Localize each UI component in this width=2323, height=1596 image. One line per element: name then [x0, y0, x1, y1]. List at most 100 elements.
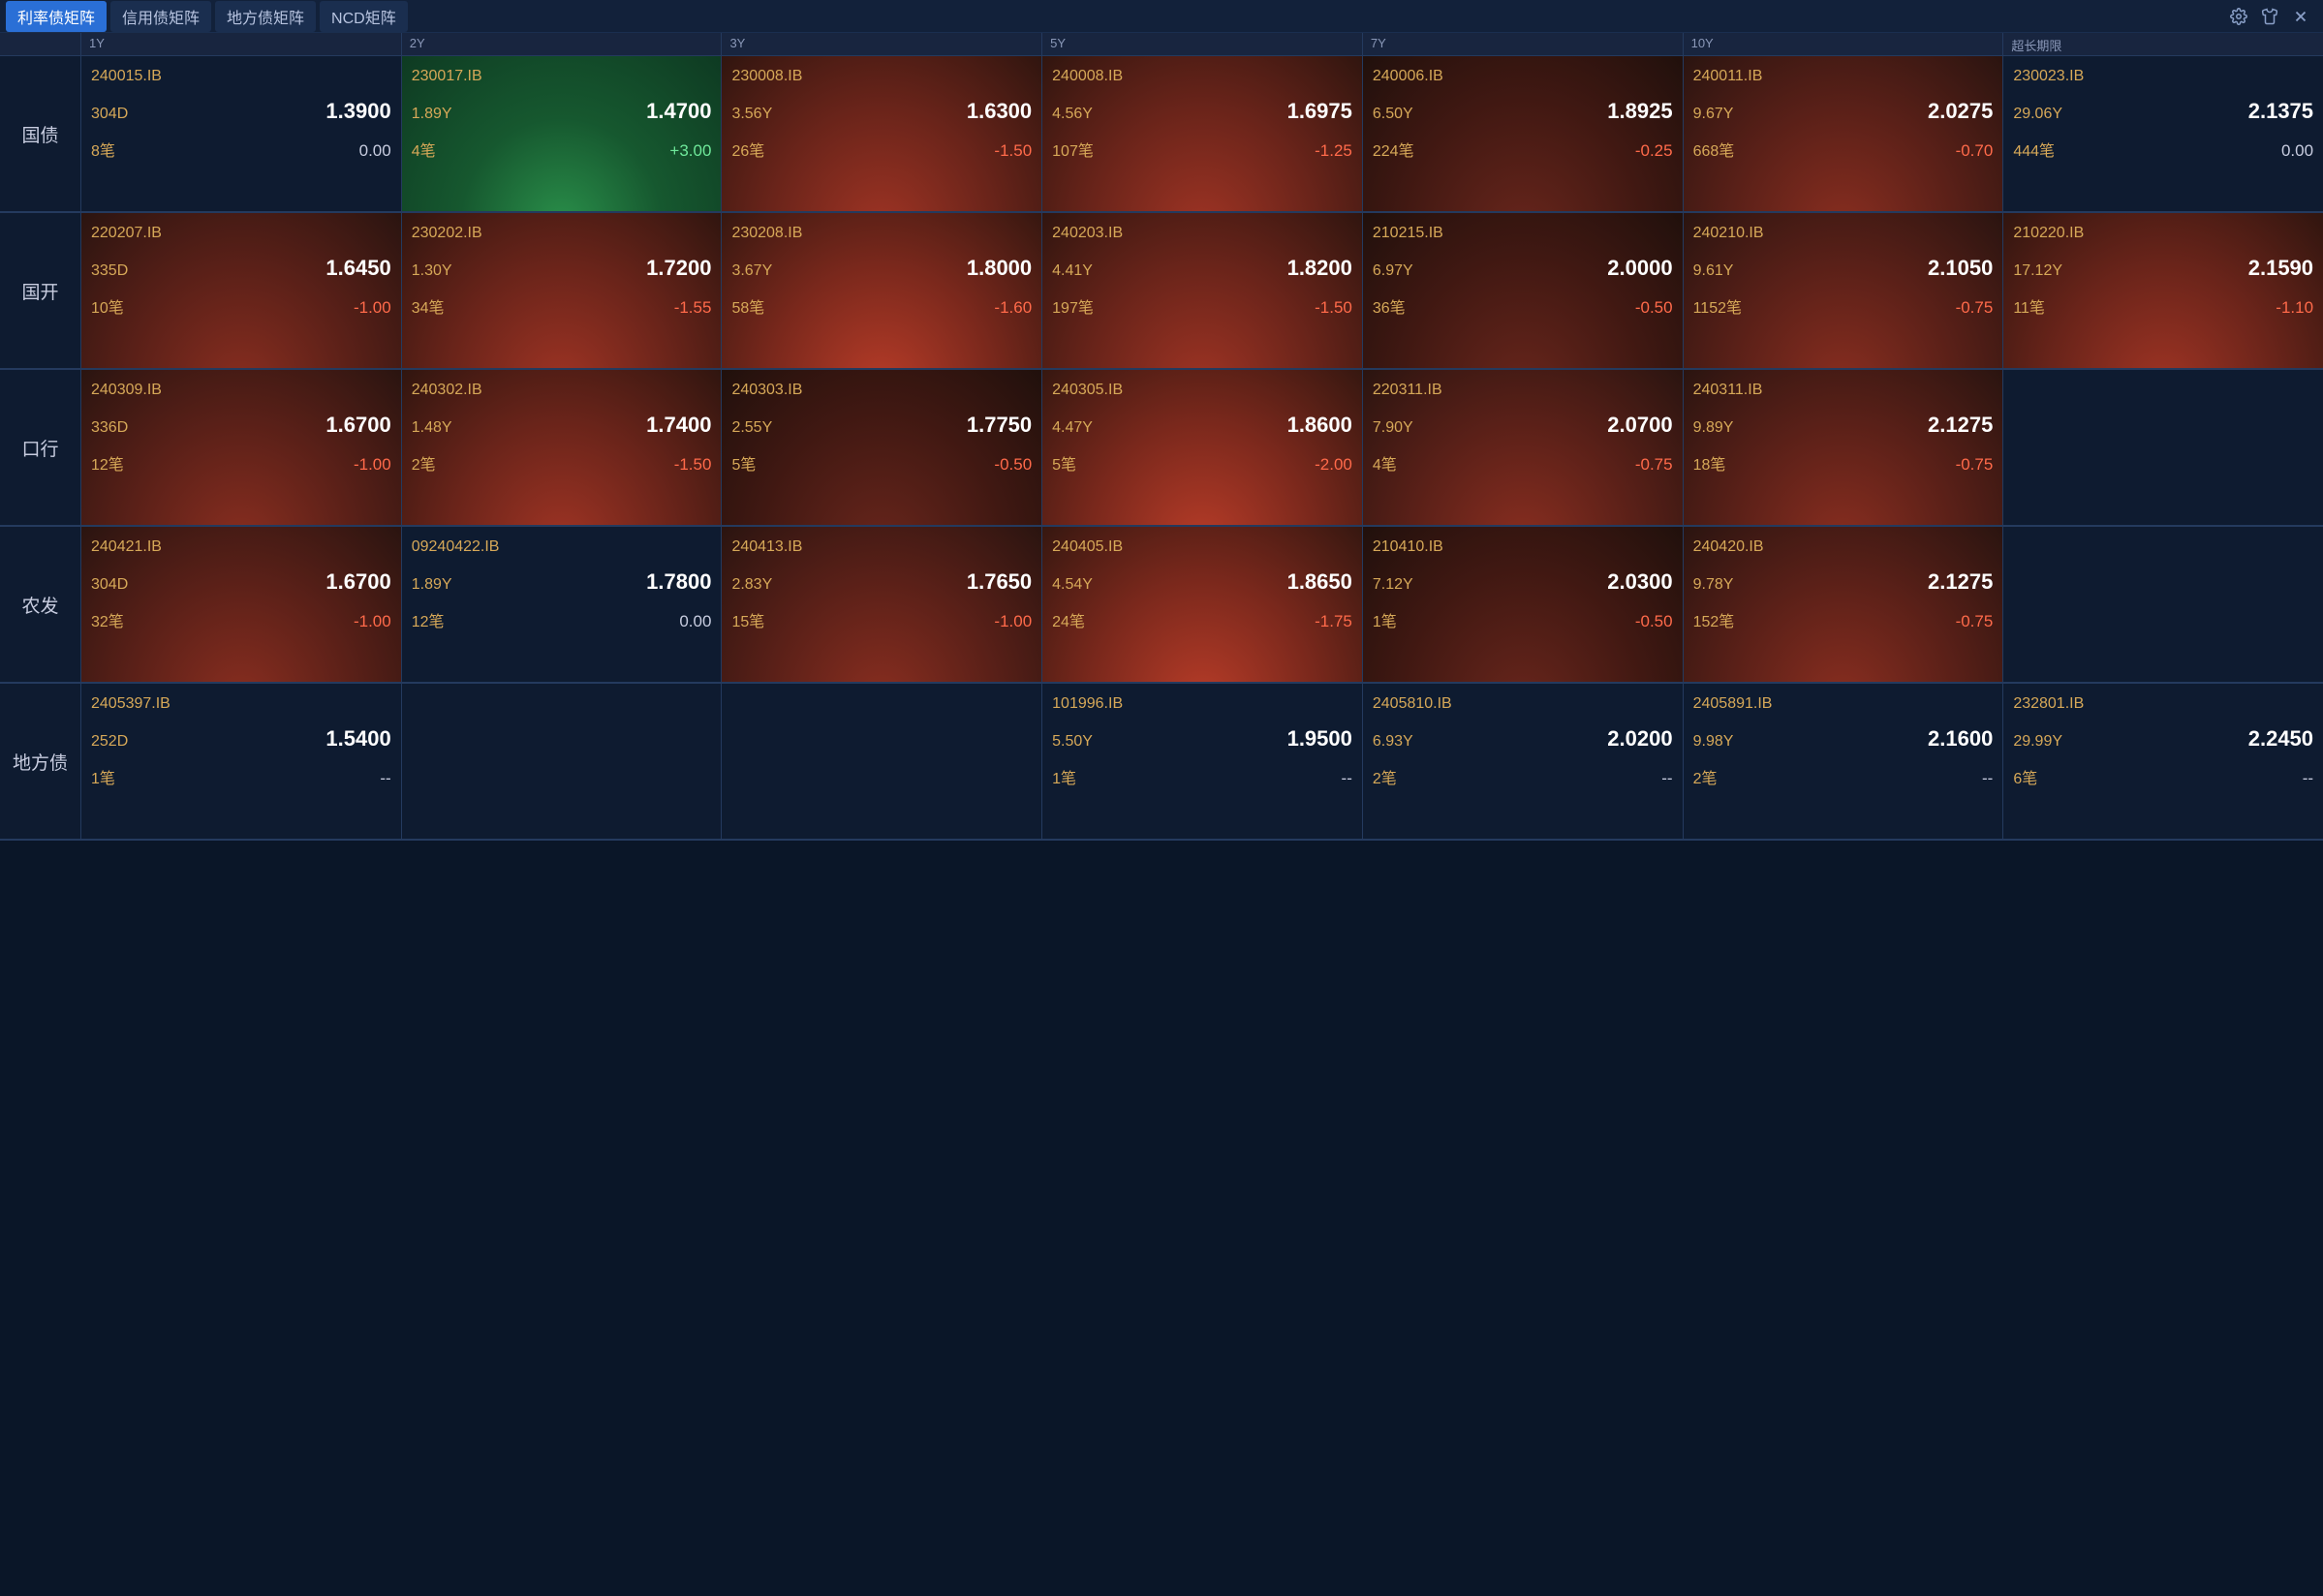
bond-code: 240405.IB [1052, 538, 1352, 556]
cell-line-change: 6笔-- [2013, 765, 2313, 788]
bond-code: 232801.IB [2013, 695, 2313, 713]
column-header: 2Y [402, 33, 723, 55]
tab-2[interactable]: 地方债矩阵 [215, 1, 316, 32]
bond-change: -1.00 [994, 612, 1032, 631]
matrix-cell[interactable]: 240203.IB4.41Y1.8200197笔-1.50 [1042, 213, 1363, 368]
bond-code: 210220.IB [2013, 225, 2313, 242]
matrix-row: 地方债2405397.IB252D1.54001笔--101996.IB5.50… [0, 684, 2323, 841]
matrix-cell[interactable]: 210410.IB7.12Y2.03001笔-0.50 [1363, 527, 1684, 682]
bond-code: 240303.IB [731, 382, 1032, 399]
bond-tenor: 9.78Y [1693, 576, 1734, 594]
bond-volume: 2笔 [412, 451, 436, 475]
bond-volume: 1笔 [1373, 608, 1397, 631]
matrix-cell-empty [2003, 370, 2323, 525]
cell-line-change: 36笔-0.50 [1373, 294, 1673, 318]
bond-change: -0.75 [1635, 455, 1673, 475]
cell-line-change: 32笔-1.00 [91, 608, 391, 631]
row-cells: 220207.IB335D1.645010笔-1.00230202.IB1.30… [81, 213, 2323, 368]
bond-volume: 668笔 [1693, 138, 1735, 161]
bond-tenor: 252D [91, 733, 128, 751]
matrix-cell[interactable]: 230008.IB3.56Y1.630026笔-1.50 [722, 56, 1042, 211]
tab-0[interactable]: 利率债矩阵 [6, 1, 107, 32]
row-cells: 240309.IB336D1.670012笔-1.00240302.IB1.48… [81, 370, 2323, 525]
bond-change: -- [1661, 769, 1672, 788]
column-header: 3Y [722, 33, 1042, 55]
bond-volume: 5笔 [731, 451, 756, 475]
matrix-cell[interactable]: 2405891.IB9.98Y2.16002笔-- [1684, 684, 2004, 839]
matrix-cell[interactable]: 210215.IB6.97Y2.000036笔-0.50 [1363, 213, 1684, 368]
bond-change: -1.55 [674, 298, 712, 318]
cell-line-price: 4.56Y1.6975 [1052, 99, 1352, 124]
bond-code: 101996.IB [1052, 695, 1352, 713]
tab-strip: 利率债矩阵信用债矩阵地方债矩阵NCD矩阵 [6, 1, 408, 32]
matrix-cell[interactable]: 2405810.IB6.93Y2.02002笔-- [1363, 684, 1684, 839]
bond-change: -1.50 [674, 455, 712, 475]
bond-volume: 444笔 [2013, 138, 2055, 161]
matrix-cell[interactable]: 220311.IB7.90Y2.07004笔-0.75 [1363, 370, 1684, 525]
bond-change: -0.75 [1956, 298, 1994, 318]
close-icon[interactable] [2290, 6, 2311, 27]
cell-line-change: 1笔-- [1052, 765, 1352, 788]
bond-tenor: 9.61Y [1693, 262, 1734, 280]
row-cells: 2405397.IB252D1.54001笔-- 101996.IB5.50Y1.… [81, 684, 2323, 839]
bond-code: 240420.IB [1693, 538, 1994, 556]
matrix-cell[interactable]: 09240422.IB1.89Y1.780012笔0.00 [402, 527, 723, 682]
bond-tenor: 9.67Y [1693, 106, 1734, 123]
bond-code: 240421.IB [91, 538, 391, 556]
matrix-cell[interactable]: 2405397.IB252D1.54001笔-- [81, 684, 402, 839]
cell-line-change: 5笔-0.50 [731, 451, 1032, 475]
gear-icon[interactable] [2228, 6, 2249, 27]
matrix-cell[interactable]: 240210.IB9.61Y2.10501152笔-0.75 [1684, 213, 2004, 368]
matrix-cell[interactable]: 240302.IB1.48Y1.74002笔-1.50 [402, 370, 723, 525]
cell-line-price: 9.61Y2.1050 [1693, 256, 1994, 281]
cell-line-price: 29.99Y2.2450 [2013, 726, 2313, 752]
tab-1[interactable]: 信用债矩阵 [110, 1, 211, 32]
cell-line-price: 9.78Y2.1275 [1693, 569, 1994, 595]
matrix-cell[interactable]: 230202.IB1.30Y1.720034笔-1.55 [402, 213, 723, 368]
matrix-cell[interactable]: 240008.IB4.56Y1.6975107笔-1.25 [1042, 56, 1363, 211]
bond-code: 2405810.IB [1373, 695, 1673, 713]
cell-line-price: 1.30Y1.7200 [412, 256, 712, 281]
matrix-cell[interactable]: 230208.IB3.67Y1.800058笔-1.60 [722, 213, 1042, 368]
cell-line-price: 6.93Y2.0200 [1373, 726, 1673, 752]
matrix-cell[interactable]: 240303.IB2.55Y1.77505笔-0.50 [722, 370, 1042, 525]
cell-line-change: 26笔-1.50 [731, 138, 1032, 161]
column-header: 10Y [1684, 33, 2004, 55]
matrix-cell[interactable]: 240420.IB9.78Y2.1275152笔-0.75 [1684, 527, 2004, 682]
bond-tenor: 1.89Y [412, 576, 452, 594]
bond-price: 1.7400 [646, 413, 711, 438]
tab-3[interactable]: NCD矩阵 [320, 1, 408, 32]
bond-price: 1.6450 [325, 256, 390, 281]
matrix-cell[interactable]: 210220.IB17.12Y2.159011笔-1.10 [2003, 213, 2323, 368]
bond-change: -0.75 [1956, 612, 1994, 631]
bond-volume: 34笔 [412, 294, 445, 318]
matrix-cell[interactable]: 230017.IB1.89Y1.47004笔+3.00 [402, 56, 723, 211]
bond-change: -1.00 [354, 455, 391, 475]
matrix-cell[interactable]: 240309.IB336D1.670012笔-1.00 [81, 370, 402, 525]
shirt-icon[interactable] [2259, 6, 2280, 27]
cell-line-price: 304D1.3900 [91, 99, 391, 124]
bond-code: 240015.IB [91, 68, 391, 85]
matrix-cell[interactable]: 240015.IB304D1.39008笔0.00 [81, 56, 402, 211]
matrix-cell[interactable]: 240413.IB2.83Y1.765015笔-1.00 [722, 527, 1042, 682]
matrix-cell[interactable]: 240006.IB6.50Y1.8925224笔-0.25 [1363, 56, 1684, 211]
matrix-cell[interactable]: 230023.IB29.06Y2.1375444笔0.00 [2003, 56, 2323, 211]
bond-volume: 107笔 [1052, 138, 1094, 161]
column-header: 5Y [1042, 33, 1363, 55]
matrix-cell[interactable]: 101996.IB5.50Y1.95001笔-- [1042, 684, 1363, 839]
matrix-cell[interactable]: 240311.IB9.89Y2.127518笔-0.75 [1684, 370, 2004, 525]
bond-volume: 1笔 [91, 765, 115, 788]
bond-tenor: 1.30Y [412, 262, 452, 280]
bond-price: 1.6700 [325, 569, 390, 595]
matrix-cell[interactable]: 240405.IB4.54Y1.865024笔-1.75 [1042, 527, 1363, 682]
matrix-cell[interactable]: 220207.IB335D1.645010笔-1.00 [81, 213, 402, 368]
matrix-cell[interactable]: 240011.IB9.67Y2.0275668笔-0.70 [1684, 56, 2004, 211]
cell-line-change: 107笔-1.25 [1052, 138, 1352, 161]
cell-line-price: 9.67Y2.0275 [1693, 99, 1994, 124]
matrix-cell[interactable]: 240305.IB4.47Y1.86005笔-2.00 [1042, 370, 1363, 525]
matrix-cell[interactable]: 232801.IB 29.99Y2.2450 6笔-- [2003, 684, 2323, 839]
matrix-cell[interactable]: 240421.IB304D1.670032笔-1.00 [81, 527, 402, 682]
cell-line-change: 24笔-1.75 [1052, 608, 1352, 631]
bond-change: -0.25 [1635, 141, 1673, 161]
column-header: 超长期限 [2003, 33, 2323, 55]
